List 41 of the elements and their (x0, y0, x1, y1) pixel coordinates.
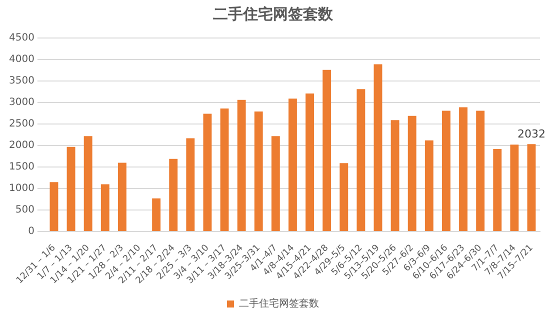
bar (306, 93, 314, 232)
bar (254, 112, 263, 232)
bar (374, 64, 382, 232)
y-tick-label: 2500 (8, 118, 34, 130)
bar (66, 146, 76, 232)
bar (288, 98, 297, 232)
bar (84, 136, 92, 232)
bar (169, 158, 178, 232)
bar (152, 198, 161, 232)
y-tick-label: 1500 (8, 162, 34, 173)
bar (510, 144, 519, 232)
bar (118, 162, 126, 232)
bar (100, 184, 110, 232)
bar (237, 100, 246, 232)
bar (50, 182, 58, 232)
bar (459, 107, 468, 232)
y-tick-label: 4000 (8, 54, 34, 66)
bar (271, 136, 280, 232)
data-label: 2032 (517, 128, 546, 141)
bar (408, 116, 416, 232)
bar (424, 140, 434, 232)
bar (203, 114, 212, 232)
y-tick-label: 4500 (8, 32, 34, 44)
bar (527, 144, 536, 232)
bar (322, 70, 332, 232)
bar (356, 89, 366, 232)
bar (340, 163, 348, 232)
y-tick-label: 3000 (8, 97, 34, 108)
bar (442, 110, 450, 232)
legend-label: 二手住宅网签套数 (239, 298, 319, 310)
bar (220, 108, 229, 232)
bar (186, 138, 195, 232)
chart-title: 二手住宅网签套数 (213, 4, 334, 23)
y-tick-label: 2000 (8, 140, 34, 152)
y-tick-label: 3500 (8, 76, 34, 87)
bar (476, 110, 485, 232)
y-tick-label: 1000 (8, 183, 34, 194)
bar (493, 148, 502, 232)
y-tick-label: 500 (15, 204, 34, 216)
y-tick-label: 0 (28, 226, 34, 238)
bar (390, 120, 400, 232)
